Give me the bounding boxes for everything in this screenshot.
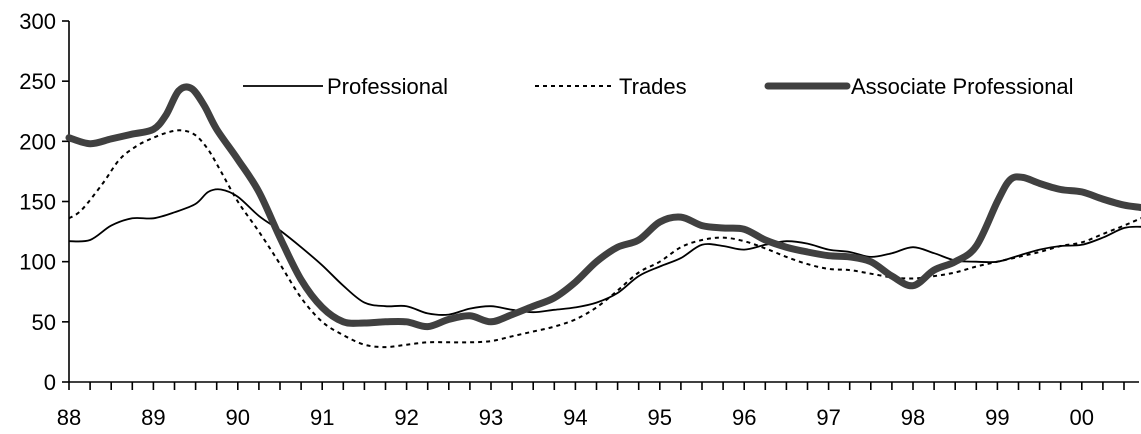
series-line-trades [68, 129, 1141, 349]
y-tick-label: 150 [19, 190, 56, 215]
y-tick-label: 0 [44, 370, 56, 395]
y-tick-label: 200 [19, 129, 56, 154]
x-tick-label: 98 [901, 405, 925, 430]
legend-label-professional: Professional [327, 74, 448, 99]
y-axis: 0 50 100 150 200 250 300 [19, 9, 70, 395]
y-tick-label: 100 [19, 250, 56, 275]
x-tick-label: 89 [141, 405, 165, 430]
y-tick-label: 300 [19, 9, 56, 34]
x-tick-label: 93 [479, 405, 503, 430]
legend: Professional Trades Associate Professional [243, 74, 1074, 99]
series-layer [65, 83, 1141, 349]
legend-label-associate-professional: Associate Professional [851, 74, 1074, 99]
x-tick-label: 95 [648, 405, 672, 430]
x-axis: 88 89 90 91 92 93 94 95 96 97 98 99 00 [57, 381, 1139, 430]
series-line-associate-professional [65, 83, 1141, 331]
x-tick-label: 90 [226, 405, 250, 430]
x-tick-label: 91 [310, 405, 334, 430]
x-tick-label: 94 [563, 405, 587, 430]
series-line-professional [68, 188, 1141, 316]
x-tick-label: 88 [57, 405, 81, 430]
x-tick-label: 97 [816, 405, 840, 430]
legend-label-trades: Trades [619, 74, 687, 99]
x-tick-label: 00 [1070, 405, 1094, 430]
y-tick-label: 50 [32, 310, 56, 335]
x-tick-label: 92 [394, 405, 418, 430]
x-tick-label: 99 [985, 405, 1009, 430]
x-tick-label: 96 [732, 405, 756, 430]
y-tick-label: 250 [19, 69, 56, 94]
